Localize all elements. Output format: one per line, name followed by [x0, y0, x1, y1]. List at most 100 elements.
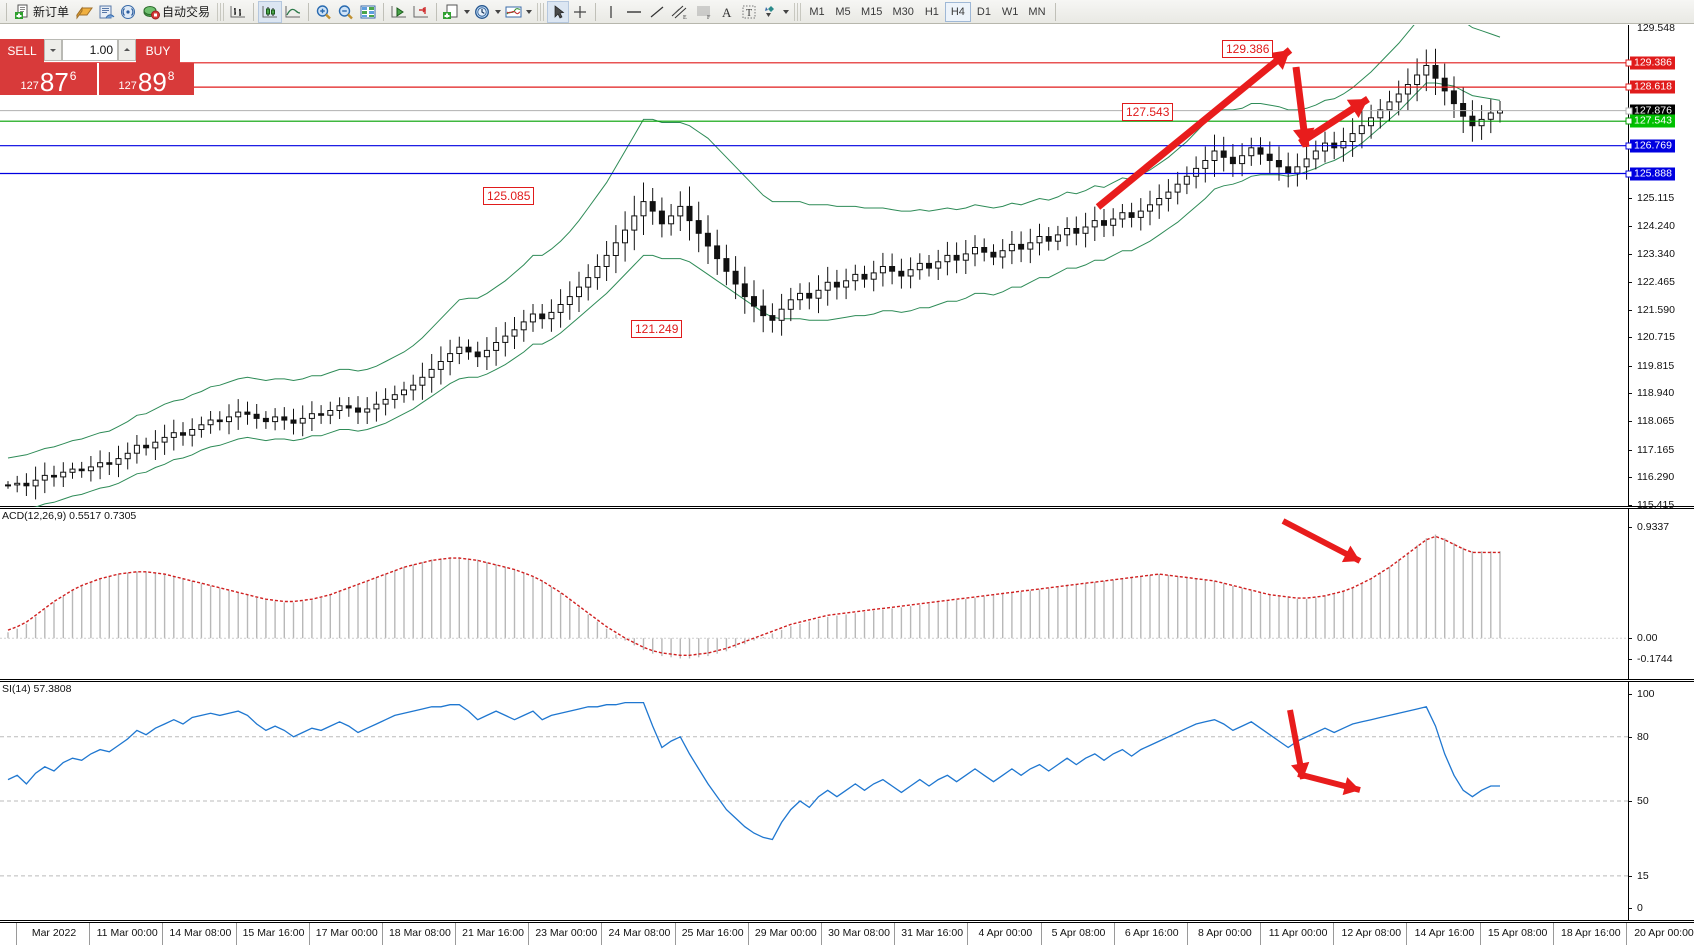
time-tick-label: 6 Apr 16:00 — [1124, 927, 1179, 939]
horizontal-line-tool[interactable] — [622, 1, 646, 23]
price-tick-mark — [1629, 309, 1632, 311]
time-tick-label: 11 Apr 00:00 — [1268, 927, 1328, 939]
time-tick-label: Mar 2022 — [31, 927, 77, 939]
signal-icon — [120, 4, 135, 19]
price-level-handle[interactable] — [1625, 107, 1633, 115]
chevron-up-icon — [124, 48, 130, 51]
one-click-trading-panel[interactable]: SELL 1.00 BUY 127 87 6 127 89 8 — [0, 39, 196, 95]
price-level-tag[interactable]: 126.769 — [1630, 139, 1675, 153]
shapes-tool[interactable] — [760, 1, 791, 23]
magnifier-plus-icon — [316, 4, 331, 19]
price-chart-canvas — [0, 25, 1628, 507]
chart-shift-button[interactable] — [410, 1, 432, 23]
label-tool[interactable]: T — [738, 1, 760, 23]
periodicity-button[interactable] — [472, 1, 503, 23]
price-axis-separator — [1628, 25, 1629, 506]
new-order-button[interactable]: 新订单 — [11, 1, 73, 23]
macd-pane[interactable]: ACD(12,26,9) 0.5517 0.7305 0.9337 0.00 -0.… — [0, 508, 1694, 680]
price-level-handle[interactable] — [1625, 83, 1633, 91]
templates-dropdown-caret[interactable] — [464, 9, 471, 14]
annotation-121249[interactable]: 121.249 — [631, 320, 683, 338]
timeframe-d1[interactable]: D1 — [976, 5, 991, 18]
price-level-handle[interactable] — [1625, 59, 1633, 67]
metaeditor-button[interactable] — [95, 1, 117, 23]
time-scale[interactable]: Mar 2022 11 Mar 00:00 14 Mar 08:00 15 Mar 1… — [0, 922, 1694, 945]
trendline-tool[interactable] — [646, 1, 668, 23]
price-level-tag[interactable]: 128.618 — [1630, 80, 1675, 94]
buy-price-display[interactable]: 127 89 8 — [97, 63, 194, 95]
rsi-pane[interactable]: SI(14) 57.3808 100 80 50 15 0 — [0, 681, 1694, 921]
volume-decrement-button[interactable] — [44, 39, 62, 61]
data-window-button[interactable] — [357, 1, 379, 23]
price-tick-mark — [1629, 281, 1632, 283]
bar-chart-icon — [230, 5, 246, 17]
line-chart-button[interactable] — [282, 1, 304, 23]
time-separator — [162, 923, 164, 945]
fibonacci-tool[interactable]: F — [692, 1, 716, 23]
time-separator — [894, 923, 896, 945]
macd-tick-label: -0.1744 — [1637, 653, 1673, 665]
indicators-dropdown-caret[interactable] — [526, 9, 533, 14]
time-tick-label: 25 Mar 16:00 — [681, 927, 744, 939]
rsi-tick-label: 100 — [1637, 688, 1655, 700]
shapes-dropdown-caret[interactable] — [783, 9, 790, 14]
time-tick-label: 24 Mar 08:00 — [608, 927, 671, 939]
volume-increment-button[interactable] — [118, 39, 136, 61]
price-level-handle[interactable] — [1625, 142, 1633, 150]
auto-scroll-button[interactable] — [388, 1, 410, 23]
sell-price-display[interactable]: 127 87 6 — [0, 63, 97, 95]
annotation-127543[interactable]: 127.543 — [1122, 103, 1174, 121]
price-tick-mark — [1629, 337, 1632, 339]
timeframe-mn[interactable]: MN — [1028, 5, 1046, 18]
text-tool[interactable]: A — [716, 1, 738, 23]
autotrading-button[interactable]: 自动交易 — [139, 1, 214, 23]
price-level-tag[interactable]: 127.543 — [1630, 114, 1675, 128]
timeframe-h1[interactable]: H1 — [924, 5, 939, 18]
price-level-tag[interactable]: 127.876 — [1630, 104, 1675, 118]
timeframe-m30[interactable]: M30 — [892, 5, 914, 18]
periodicity-dropdown-caret[interactable] — [495, 9, 502, 14]
price-level-handle[interactable] — [1625, 117, 1633, 125]
timeframe-h4[interactable]: H4 — [944, 1, 971, 22]
crosshair-tool[interactable] — [569, 1, 591, 23]
zoom-out-button[interactable] — [335, 1, 357, 23]
price-scale[interactable]: 125.115 124.240 123.340 122.465 121.590 120.7… — [1625, 22, 1694, 511]
bar-chart-button[interactable] — [227, 1, 249, 23]
timeframe-m15[interactable]: M15 — [861, 5, 883, 18]
price-level-handle[interactable] — [1625, 170, 1633, 178]
time-tick-label: 5 Apr 08:00 — [1051, 927, 1106, 939]
buy-price-prefix: 127 — [118, 80, 137, 92]
toolbar-divider-5 — [436, 2, 438, 21]
price-level-tag[interactable]: 129.386 — [1630, 56, 1675, 70]
volume-input[interactable]: 1.00 — [62, 39, 118, 61]
price-tick-mark — [1629, 449, 1632, 451]
time-separator — [1479, 923, 1481, 945]
timeframe-m1[interactable]: M1 — [809, 5, 825, 18]
cursor-tool[interactable] — [547, 0, 570, 23]
price-chart-pane[interactable]: 125.115 124.240 123.340 122.465 121.590 120.7… — [0, 22, 1694, 511]
price-level-tag[interactable]: 125.888 — [1630, 167, 1675, 181]
rsi-tick-mark — [1629, 736, 1632, 738]
time-separator — [1040, 923, 1042, 945]
annotation-129386[interactable]: 129.386 — [1222, 40, 1274, 58]
timeframe-w1[interactable]: W1 — [1001, 5, 1019, 18]
vertical-line-tool[interactable] — [600, 1, 622, 23]
expert-advisors-button[interactable] — [73, 1, 95, 23]
time-separator — [967, 923, 969, 945]
sell-button[interactable]: SELL — [0, 39, 44, 63]
rsi-scale: 100 80 50 15 0 — [1629, 682, 1694, 920]
indicators-button[interactable] — [503, 1, 534, 23]
annotation-125085[interactable]: 125.085 — [483, 187, 535, 205]
timeframe-m5[interactable]: M5 — [835, 5, 851, 18]
time-separator — [674, 923, 676, 945]
zoom-in-button[interactable] — [313, 1, 335, 23]
buy-button[interactable]: BUY — [136, 39, 180, 63]
one-click-price-row: 127 87 6 127 89 8 — [0, 63, 196, 95]
candlestick-chart-button[interactable] — [258, 0, 283, 23]
macd-tick-mark — [1629, 638, 1632, 640]
channel-icon: E — [671, 5, 687, 20]
equidistant-channel-tool[interactable]: E — [668, 1, 692, 23]
template-add-icon — [443, 4, 458, 19]
signals-button[interactable] — [117, 1, 139, 23]
templates-button[interactable] — [441, 1, 472, 23]
